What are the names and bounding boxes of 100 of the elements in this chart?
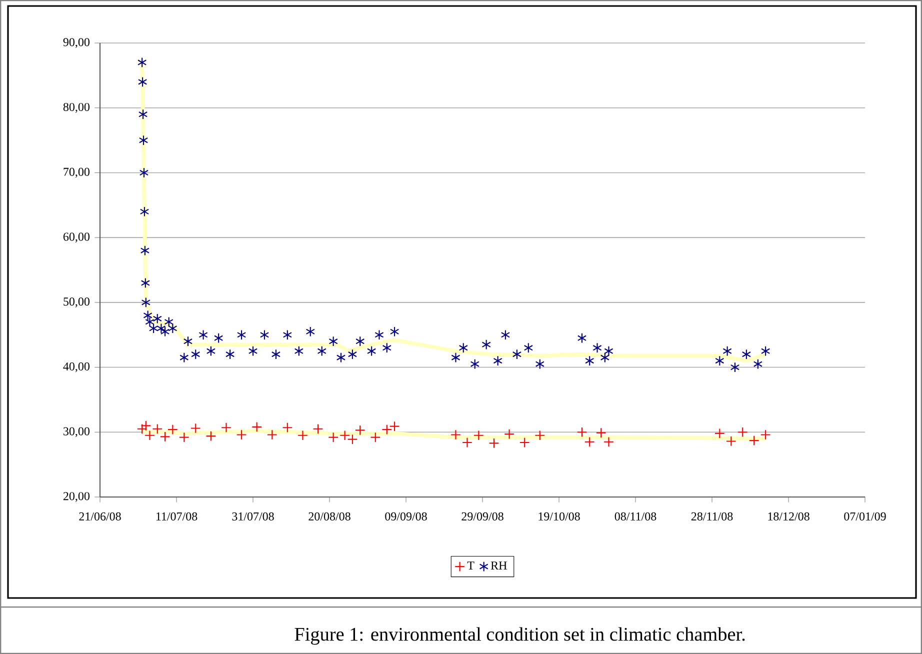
point <box>140 420 152 431</box>
point <box>160 326 170 337</box>
x-tick-label: 31/07/08 <box>232 512 274 520</box>
point <box>451 352 460 363</box>
y-tick-label: 70,00 <box>64 168 90 178</box>
x-tick-label: 08/11/08 <box>614 512 656 520</box>
y-tick-label: 40,00 <box>63 362 90 372</box>
point <box>141 297 150 308</box>
point <box>328 336 338 347</box>
point <box>742 349 752 360</box>
point <box>298 430 308 441</box>
x-tick-label: 20/08/08 <box>308 512 350 520</box>
point <box>306 326 315 337</box>
point <box>600 352 610 363</box>
point <box>328 432 339 443</box>
point <box>488 438 500 448</box>
point <box>519 437 530 448</box>
point <box>348 349 358 360</box>
point <box>374 330 384 340</box>
point <box>282 422 293 433</box>
y-tick-label: 60,00 <box>63 232 90 242</box>
point <box>726 436 736 446</box>
point <box>144 430 155 441</box>
x-tick-label: 07/01/09 <box>844 512 886 520</box>
point <box>512 349 522 360</box>
point <box>206 430 216 442</box>
point <box>138 76 148 88</box>
point <box>493 356 502 366</box>
point <box>604 436 614 448</box>
point <box>382 424 392 435</box>
point <box>271 349 281 360</box>
point <box>500 330 510 340</box>
point <box>183 336 193 347</box>
point <box>458 342 468 354</box>
point <box>347 434 358 444</box>
point <box>198 330 208 340</box>
point <box>534 430 546 441</box>
point <box>236 430 247 440</box>
point <box>340 430 350 441</box>
point <box>714 428 725 439</box>
point <box>482 339 491 350</box>
point <box>260 330 270 340</box>
point <box>140 278 150 288</box>
x-tick-label: 28/11/08 <box>691 512 733 520</box>
point <box>715 356 724 366</box>
x-tick-label: 29/09/08 <box>462 512 504 520</box>
point <box>524 342 533 354</box>
point <box>336 352 346 363</box>
y-tick-label: 80,00 <box>63 102 90 113</box>
point <box>225 349 235 360</box>
point <box>504 428 514 440</box>
y-tick-label: 30,00 <box>64 427 90 438</box>
point <box>462 437 472 448</box>
point <box>382 342 392 354</box>
point <box>576 426 588 438</box>
point <box>266 430 278 440</box>
point <box>252 422 262 432</box>
point <box>312 424 324 434</box>
point <box>160 431 170 442</box>
point <box>190 423 201 434</box>
point <box>596 428 606 438</box>
point <box>356 336 365 347</box>
point <box>370 432 381 443</box>
point <box>140 245 150 256</box>
point <box>753 358 762 370</box>
point <box>390 326 400 337</box>
legend-label: RH <box>490 562 507 570</box>
point <box>450 430 461 440</box>
point <box>473 430 484 441</box>
point <box>730 362 740 372</box>
y-tick-label: 20,00 <box>63 492 90 502</box>
point <box>140 206 150 217</box>
point <box>592 342 602 354</box>
point <box>138 109 148 120</box>
point <box>214 332 224 344</box>
x-tick-label: 18/12/08 <box>768 512 810 520</box>
point <box>584 436 595 448</box>
point <box>577 332 587 344</box>
point <box>760 346 770 356</box>
point <box>317 346 326 356</box>
legend-label: T <box>467 562 474 570</box>
y-tick-label: 90,00 <box>63 38 90 48</box>
x-tick-label: 09/09/08 <box>385 512 427 520</box>
point <box>354 424 366 436</box>
point <box>748 435 760 446</box>
point <box>470 358 480 370</box>
point <box>760 430 771 440</box>
point <box>604 346 614 356</box>
point <box>535 358 544 370</box>
point <box>167 424 178 435</box>
point <box>236 330 246 340</box>
point <box>206 346 216 356</box>
point <box>138 57 147 68</box>
y-tick-label: 50,00 <box>64 298 90 308</box>
point <box>152 424 163 434</box>
point <box>585 356 594 366</box>
point <box>367 346 376 356</box>
point <box>737 426 748 438</box>
point <box>180 352 189 363</box>
point <box>389 421 400 432</box>
